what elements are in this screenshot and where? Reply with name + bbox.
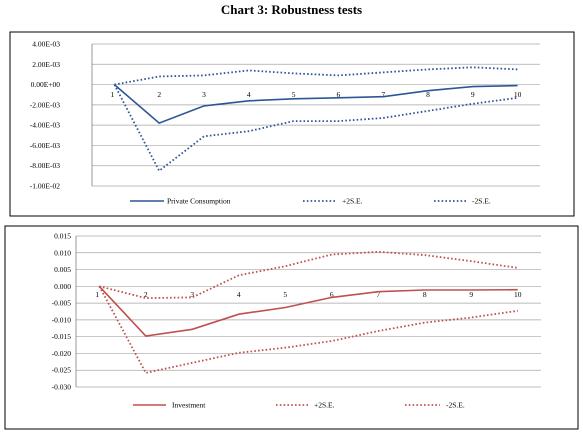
chart-1-y-tick-label: 4.00E-03 [32,40,60,49]
chart-2-x-tick-label: 4 [237,290,241,299]
chart-2-y-tick-label: -0.020 [52,349,72,358]
chart-2-x-tick-label: 10 [514,290,522,299]
chart-2-legend-label-1: Investment [172,401,206,410]
chart-1-series-1-line [113,83,518,125]
chart-2-y-tick-label: -0.025 [52,366,72,375]
chart-2-y-tick-label: -0.030 [52,383,72,392]
chart-2-y-tick-label: 0.005 [54,265,71,274]
chart-2-x-tick-label: 1 [95,290,99,299]
chart-1-series-3-line [113,84,518,173]
chart-1-x-tick-label: 2 [157,90,161,99]
chart-1-x-tick-label: 10 [514,90,522,99]
chart-1-legend-label-2: +2S.E. [342,197,363,206]
chart-1-y-tick-label: -6.00E-03 [30,141,60,150]
page-title: Chart 3: Robustness tests [220,2,363,17]
chart-2-y-tick-label: 0.010 [54,248,71,257]
chart-2-y-tick-label: 0.015 [54,232,71,241]
chart-2-x-tick-label: 6 [330,290,334,299]
chart-2-x-tick-label: 2 [144,290,148,299]
chart-2-frame [4,225,579,430]
chart-1-legend-label-3: -2S.E. [472,197,491,206]
chart-1-y-tick-label: -8.00E-03 [30,161,60,170]
chart-2-x-tick-label: 3 [190,290,194,299]
chart-2-y-tick-label: -0.005 [52,299,72,308]
chart-1-legend-label-1: Private Consumption [167,197,231,206]
chart-1-y-tick-label: -2.00E-03 [30,100,60,109]
chart-2-y-tick-label: 0.000 [54,282,71,291]
chart-1-series-2-line [114,66,518,86]
chart-2-y-tick-label: -0.010 [52,315,72,324]
chart-2-series-1-line [98,285,518,337]
chart-2-x-tick-label: 9 [469,290,473,299]
chart-2-series-2-line [99,250,518,300]
chart-2-x-tick-label: 8 [423,290,427,299]
chart-1-x-tick-label: 1 [111,90,115,99]
chart-2-legend-label-2: +2S.E. [314,401,335,410]
chart-1-y-tick-label: -4.00E-03 [30,121,60,130]
chart-2-series-3-line [98,285,518,374]
chart-1-x-tick-label: 9 [471,90,475,99]
chart-2-y-tick-label: -0.015 [52,332,72,341]
chart-2-x-tick-label: 7 [376,290,380,299]
chart-2-legend-label-3: -2S.E. [446,401,465,410]
chart-1-x-tick-label: 3 [202,90,206,99]
chart-1-frame [9,31,575,217]
chart-1-y-tick-label: -1.00E-02 [30,182,60,191]
chart-1-x-tick-label: 4 [247,90,251,99]
chart-2-x-tick-label: 5 [283,290,287,299]
chart-1-x-tick-label: 5 [292,90,296,99]
chart-1-y-tick-label: 2.00E-03 [32,60,60,69]
chart-1-x-tick-label: 7 [381,90,385,99]
chart-1-x-tick-label: 6 [337,90,341,99]
chart-1-y-tick-label: 0.00E+00 [31,80,61,89]
chart-1-x-tick-label: 8 [426,90,430,99]
